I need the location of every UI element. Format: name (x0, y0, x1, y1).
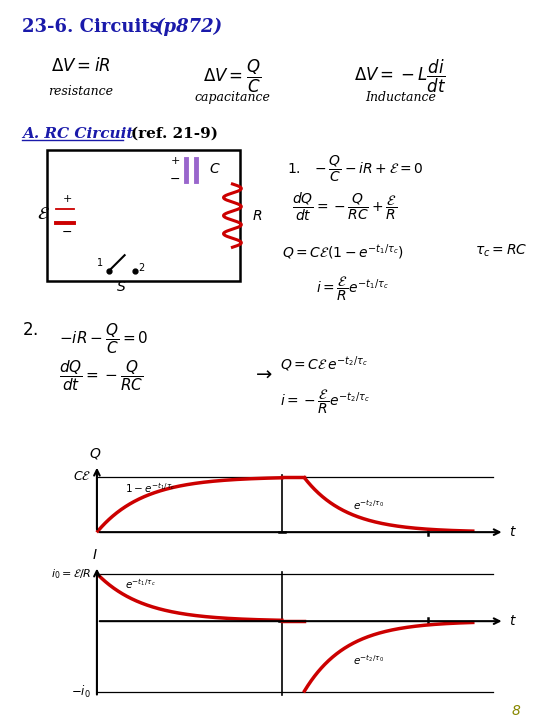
Text: capacitance: capacitance (194, 91, 271, 104)
Text: $i = \dfrac{\mathcal{E}}{R} e^{-t_1/\tau_c}$: $i = \dfrac{\mathcal{E}}{R} e^{-t_1/\tau… (316, 275, 389, 303)
Bar (48, 150, 240, 281)
Text: $I$: $I$ (92, 548, 98, 562)
Text: 1: 1 (97, 258, 103, 268)
Text: −: − (62, 226, 72, 239)
Text: resistance: resistance (49, 85, 113, 98)
Text: $2.$: $2.$ (22, 321, 38, 339)
Text: $S$: $S$ (117, 280, 127, 294)
Text: $\Delta V = iR$: $\Delta V = iR$ (51, 58, 111, 76)
Text: $e^{-t_2/\tau_0}$: $e^{-t_2/\tau_0}$ (353, 498, 384, 513)
Text: $C$: $C$ (208, 162, 220, 176)
Text: 8: 8 (511, 704, 520, 719)
Text: $\rightarrow$: $\rightarrow$ (252, 364, 273, 383)
Text: $\dfrac{dQ}{dt} = -\dfrac{Q}{RC}$: $\dfrac{dQ}{dt} = -\dfrac{Q}{RC}$ (59, 358, 144, 393)
Text: $e^{-t_2/\tau_0}$: $e^{-t_2/\tau_0}$ (353, 653, 384, 667)
Text: $Q$: $Q$ (89, 446, 101, 461)
Text: $Q = C\mathcal{E}\, e^{-t_2/\tau_c}$: $Q = C\mathcal{E}\, e^{-t_2/\tau_c}$ (280, 354, 368, 374)
Text: 2: 2 (138, 263, 145, 273)
Text: $t$: $t$ (509, 614, 517, 628)
Text: $i = -\dfrac{\mathcal{E}}{R} e^{-t_2/\tau_c}$: $i = -\dfrac{\mathcal{E}}{R} e^{-t_2/\ta… (280, 388, 370, 416)
Text: $\tau_c = RC$: $\tau_c = RC$ (475, 243, 527, 258)
Text: $C\mathcal{E}$: $C\mathcal{E}$ (73, 470, 91, 483)
Text: (ref. 21-9): (ref. 21-9) (131, 127, 218, 140)
Text: $R$: $R$ (252, 209, 262, 222)
Text: $1.\ \ -\dfrac{Q}{C} - iR + \mathcal{E} = 0$: $1.\ \ -\dfrac{Q}{C} - iR + \mathcal{E} … (287, 153, 423, 184)
Text: A. RC Circuit: A. RC Circuit (22, 127, 133, 140)
Text: $\mathcal{E}$: $\mathcal{E}$ (37, 204, 50, 222)
Text: Inductance: Inductance (365, 91, 436, 104)
Text: $1 - e^{-t_1/\tau_c}$: $1 - e^{-t_1/\tau_c}$ (125, 482, 175, 495)
Text: $Q = C\mathcal{E}(1 - e^{-t_1/\tau_c})$: $Q = C\mathcal{E}(1 - e^{-t_1/\tau_c})$ (282, 243, 404, 262)
Text: $\dfrac{dQ}{dt} = -\dfrac{Q}{RC} + \dfrac{\mathcal{E}}{R}$: $\dfrac{dQ}{dt} = -\dfrac{Q}{RC} + \dfra… (292, 191, 397, 223)
Text: $i_0{=}\mathcal{E}/R$: $i_0{=}\mathcal{E}/R$ (51, 567, 91, 580)
Text: $e^{-t_1/\tau_c}$: $e^{-t_1/\tau_c}$ (125, 577, 156, 591)
Text: +: + (63, 194, 72, 204)
Text: +: + (171, 156, 180, 166)
Text: $\Delta V = -L\dfrac{di}{dt}$: $\Delta V = -L\dfrac{di}{dt}$ (354, 58, 447, 94)
Text: $-iR - \dfrac{Q}{C} = 0$: $-iR - \dfrac{Q}{C} = 0$ (59, 321, 149, 356)
Text: $\Delta V = \dfrac{Q}{C}$: $\Delta V = \dfrac{Q}{C}$ (203, 58, 261, 94)
Text: 23-6. Circuits: 23-6. Circuits (22, 18, 166, 36)
Text: $-i_0$: $-i_0$ (71, 684, 91, 701)
Text: −: − (170, 173, 180, 186)
Text: (p872): (p872) (156, 18, 224, 36)
Text: $t$: $t$ (509, 525, 517, 539)
